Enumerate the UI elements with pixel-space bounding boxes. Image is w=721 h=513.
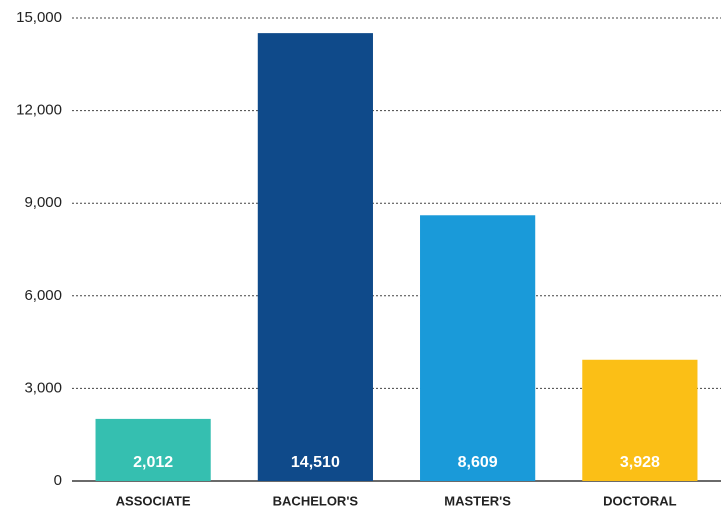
x-tick-label: MASTER'S bbox=[444, 493, 511, 508]
x-tick-label: BACHELOR'S bbox=[273, 493, 359, 508]
value-label: 14,510 bbox=[291, 454, 340, 471]
value-label: 2,012 bbox=[133, 454, 173, 471]
x-tick-label: DOCTORAL bbox=[603, 493, 676, 508]
bar bbox=[420, 215, 536, 481]
bar bbox=[95, 418, 211, 481]
y-tick-label: 15,000 bbox=[16, 9, 62, 26]
bar bbox=[582, 359, 698, 481]
x-tick-label: ASSOCIATE bbox=[116, 493, 191, 508]
y-tick-label: 3,000 bbox=[24, 379, 62, 396]
y-tick-label: 12,000 bbox=[16, 102, 62, 119]
y-tick-label: 9,000 bbox=[24, 194, 62, 211]
y-tick-label: 6,000 bbox=[24, 287, 62, 304]
value-label: 3,928 bbox=[620, 454, 660, 471]
y-tick-label: 0 bbox=[54, 472, 62, 489]
bar bbox=[257, 33, 373, 482]
value-label: 8,609 bbox=[458, 454, 498, 471]
